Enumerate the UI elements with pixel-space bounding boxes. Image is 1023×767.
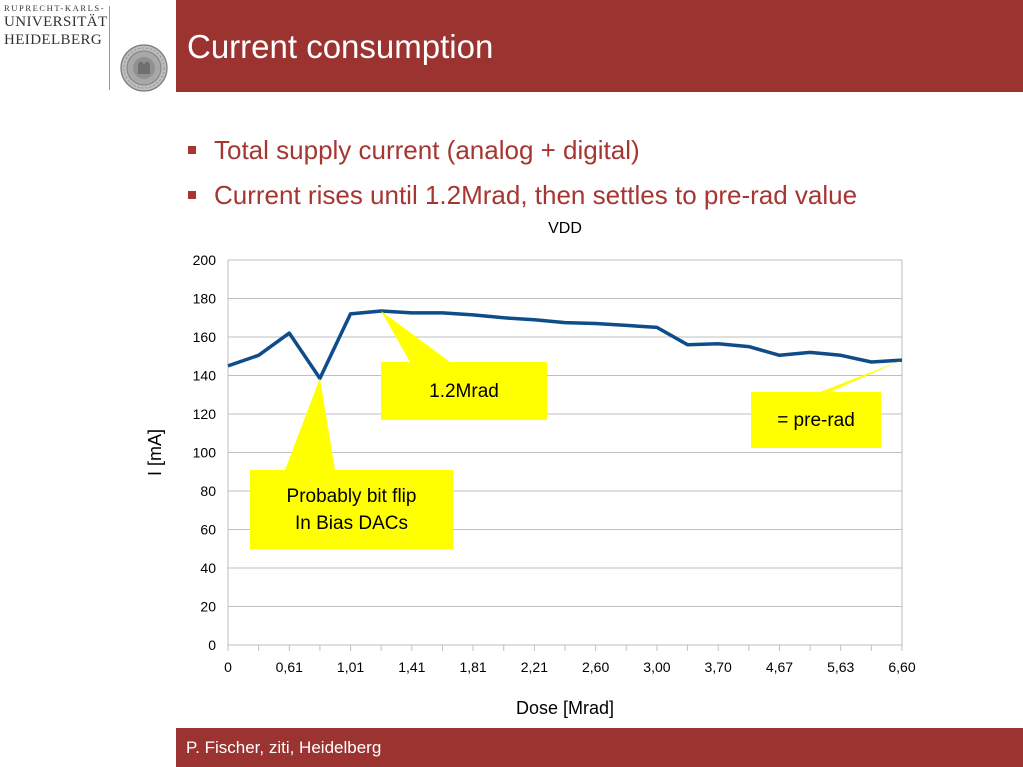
data-point [257, 353, 261, 357]
logo-text-line3: HEIDELBERG [4, 32, 103, 48]
callout-box [751, 392, 881, 448]
callout-text: = pre-rad [777, 410, 855, 431]
callout-text: In Bias DACs [295, 513, 408, 534]
x-tick-label: 1,81 [459, 659, 486, 675]
callout-text: Probably bit flip [287, 486, 417, 507]
x-tick-label: 3,00 [643, 659, 670, 675]
x-tick-label: 2,21 [521, 659, 548, 675]
y-tick-label: 140 [193, 368, 217, 384]
logo-divider [109, 6, 110, 90]
square-bullet-icon [188, 146, 196, 154]
chart-title: VDD [548, 220, 582, 237]
bullet-text: Total supply current (analog + digital) [214, 135, 640, 165]
footer-text: P. Fischer, ziti, Heidelberg [186, 738, 382, 757]
x-tick-label: 6,60 [888, 659, 915, 675]
data-point [777, 353, 781, 357]
data-point [226, 364, 230, 368]
x-tick-label: 3,70 [705, 659, 732, 675]
data-point [471, 313, 475, 317]
x-axis-title: Dose [Mrad] [516, 698, 614, 718]
data-point [502, 316, 506, 320]
data-point [869, 360, 873, 364]
data-point [563, 321, 567, 325]
bullet-item: Total supply current (analog + digital) [188, 128, 857, 173]
x-tick-label: 0 [224, 659, 232, 675]
callout-pointer [285, 378, 335, 470]
data-point [410, 311, 414, 315]
callout-box [381, 362, 547, 420]
x-tick-label: 2,60 [582, 659, 609, 675]
slide-title: Current consumption [187, 28, 494, 65]
y-tick-label: 60 [200, 522, 216, 538]
callout-pointer [820, 360, 902, 392]
data-point [716, 342, 720, 346]
data-point [349, 312, 353, 316]
university-logo: RUPRECHT-KARLS- UNIVERSITÄT HEIDELBERG [0, 0, 176, 92]
footer-bar: P. Fischer, ziti, Heidelberg [176, 728, 1023, 767]
university-seal-icon [120, 44, 168, 92]
callout-box [250, 470, 453, 549]
y-tick-label: 40 [200, 560, 216, 576]
logo-text-line1: RUPRECHT-KARLS- [4, 3, 106, 13]
y-tick-label: 20 [200, 599, 216, 615]
x-tick-label: 1,01 [337, 659, 364, 675]
y-tick-label: 0 [208, 637, 216, 653]
logo-text-line2: UNIVERSITÄT [4, 14, 108, 30]
data-point [655, 325, 659, 329]
data-point [624, 323, 628, 327]
y-tick-label: 200 [193, 252, 217, 268]
data-point [532, 318, 536, 322]
x-tick-label: 5,63 [827, 659, 854, 675]
data-point [686, 343, 690, 347]
data-point [808, 350, 812, 354]
square-bullet-icon [188, 191, 196, 199]
bullet-text: Current rises until 1.2Mrad, then settle… [214, 180, 858, 210]
y-tick-label: 160 [193, 329, 217, 345]
x-tick-label: 0,61 [276, 659, 303, 675]
x-tick-label: 1,41 [398, 659, 425, 675]
data-point [839, 353, 843, 357]
y-axis-title: I [mA] [145, 429, 165, 476]
data-point [594, 322, 598, 326]
bullet-list: Total supply current (analog + digital) … [188, 128, 857, 218]
vdd-series-line [227, 309, 903, 381]
bullet-item: Current rises until 1.2Mrad, then settle… [188, 173, 857, 218]
title-bar: Current consumption [176, 0, 1023, 92]
callout-text: 1.2Mrad [429, 381, 499, 402]
x-tick-label: 4,67 [766, 659, 793, 675]
y-tick-label: 80 [200, 483, 216, 499]
data-point [747, 345, 751, 349]
y-tick-label: 100 [193, 445, 217, 461]
y-tick-label: 120 [193, 406, 217, 422]
current-consumption-chart: VDD 0 20 40 60 80 100 120 140 160 180 200 0 0,61 1,01 1… [145, 220, 916, 718]
y-tick-label: 180 [193, 291, 217, 307]
callout-pointer [381, 311, 450, 362]
data-point [287, 331, 291, 335]
data-point [440, 311, 444, 315]
